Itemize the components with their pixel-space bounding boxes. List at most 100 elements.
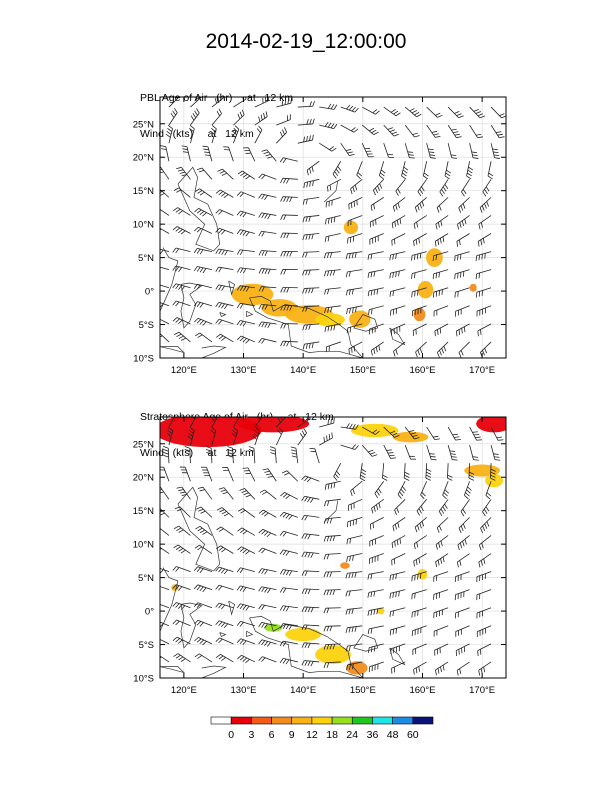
bottom-panel-wind-barb-staff-95 <box>480 517 492 529</box>
top-panel-wind-barb-flag-211-0 <box>215 333 221 338</box>
top-panel-wind-barb-flag-97-2 <box>178 210 184 215</box>
bottom-panel-wind-barb-flag-138-0 <box>367 574 370 580</box>
top-panel-wind-barb-flag-136-0 <box>323 252 327 259</box>
top-panel-wind-barb-flag-5-1 <box>287 98 290 105</box>
bottom-panel-wind-barb-staff-127 <box>478 553 492 563</box>
top-panel-shaded-region-3 <box>315 313 345 327</box>
top-panel-wind-barb-flag-91-1 <box>395 204 398 210</box>
top-panel-wind-barb-123 <box>391 233 406 246</box>
top-panel-wind-barb-flag-20-3 <box>258 116 261 122</box>
bottom-panel-wind-barb-staff-22 <box>297 432 307 446</box>
top-panel-wind-barb-staff-217 <box>348 341 363 350</box>
bottom-panel-wind-barb-staff-79 <box>482 499 492 512</box>
bottom-panel-wind-barb-staff-72 <box>325 498 341 502</box>
top-panel-wind-barb-flag-26-2 <box>389 129 395 133</box>
top-panel-wind-barb-flag-61-0 <box>444 175 450 180</box>
top-panel-wind-barb-flag-200-2 <box>330 325 333 331</box>
top-panel-wind-barb-56 <box>332 161 342 179</box>
top-panel-wind-barb-flag-214-1 <box>283 341 287 347</box>
bottom-panel-wind-barb-flag-115-2 <box>221 548 226 553</box>
top-panel-wind-barb-flag-139-1 <box>392 254 394 260</box>
bottom-panel-wind-barb-flag-130-0 <box>193 566 199 572</box>
top-panel-wind-barb-staff-189 <box>433 305 449 312</box>
top-panel-wind-barb-flag-109-1 <box>437 222 440 228</box>
top-panel-wind-barb-flag-57-1 <box>357 172 363 177</box>
bottom-panel-wind-barb-flag-149-3 <box>267 588 271 594</box>
bottom-panel-wind-barb-flag-215-1 <box>304 660 308 666</box>
bottom-panel-wind-barb-flag-135-1 <box>304 570 308 577</box>
bottom-panel-wind-barb-flag-149-2 <box>264 587 268 593</box>
top-panel-wind-barb-staff-214 <box>282 340 298 343</box>
bottom-panel-wind-barb-flag-67-1 <box>220 489 226 492</box>
bottom-panel-wind-barb-flag-22-2 <box>299 433 304 439</box>
top-panel-wind-barb-flag-92-1 <box>417 205 420 211</box>
top-panel-wind-barb-staff-127 <box>478 233 492 242</box>
top-panel-wind-barb-flag-48-0 <box>160 145 166 147</box>
bottom-panel-wind-barb-flag-14-2 <box>473 434 480 436</box>
top-panel-shaded-region-5 <box>343 220 359 235</box>
top-panel-wind-barb-staff-160 <box>160 284 170 289</box>
top-panel-wind-barb-staff-177 <box>176 300 191 307</box>
bottom-panel-wind-barb-flag-200-0 <box>323 644 327 650</box>
top-panel-wind-barb-213 <box>258 337 277 344</box>
top-panel-wind-barb-53 <box>261 149 277 162</box>
top-panel-wind-barb-flag-139-2 <box>395 253 397 260</box>
bottom-panel-wind-barb-staff-56 <box>326 480 341 485</box>
top-panel-wind-barb-flag-100-2 <box>242 212 247 218</box>
top-panel-wind-barb-staff-209 <box>178 331 191 343</box>
colorbar-swatch-6 <box>331 716 353 725</box>
bottom-panel-wind-barb-staff-15 <box>490 426 499 441</box>
top-panel-wind-barb-flag-27-0 <box>414 135 420 138</box>
top-panel-y-tick-label-0: 25°N <box>133 119 154 130</box>
bottom-panel-wind-barb-flag-210-0 <box>194 653 200 658</box>
top-panel-wind-barb-flag-158-3 <box>462 271 465 277</box>
bottom-panel-wind-barb-97 <box>173 525 191 536</box>
top-panel-wind-barb-staff-15 <box>490 106 502 119</box>
top-panel-wind-barb-flag-67-0 <box>217 168 223 172</box>
bottom-panel-wind-barb-flag-193-0 <box>172 636 178 642</box>
top-panel-wind-barb-flag-20-2 <box>260 114 263 121</box>
top-panel-wind-barb-flag-6-0 <box>312 101 315 107</box>
top-panel-wind-barb-177 <box>172 300 191 307</box>
bottom-panel-wind-barb-83 <box>217 507 234 518</box>
bottom-panel-wind-barb-3 <box>233 417 240 428</box>
bottom-panel-wind-barb-staff-174 <box>455 607 470 614</box>
bottom-panel-wind-barb-flag-163-1 <box>218 603 223 609</box>
bottom-panel-wind-barb-flag-59-1 <box>399 491 404 497</box>
top-panel-wind-barb-staff-11 <box>404 106 417 118</box>
bottom-panel-wind-barb-flag-119-2 <box>307 552 311 558</box>
top-panel-wind-barb-93 <box>436 197 449 213</box>
bottom-panel-wind-barb-flag-25-0 <box>371 454 378 457</box>
top-panel-wind-barb-staff-113 <box>176 226 191 234</box>
bottom-panel-wind-barb-flag-46-2 <box>469 471 475 475</box>
bottom-panel-wind-barb-flag-32-2 <box>163 452 169 455</box>
top-panel-wind-barb-flag-14-1 <box>477 113 484 117</box>
top-panel-wind-barb-flag-137-2 <box>351 252 354 259</box>
top-panel-wind-barb-staff-19 <box>233 114 245 126</box>
bottom-panel-wind-barb-flag-99-0 <box>216 526 222 531</box>
top-panel-wind-barb-flag-11-1 <box>414 111 420 116</box>
bottom-panel-wind-barb-212 <box>237 654 256 664</box>
colorbar-swatch-8 <box>372 716 393 725</box>
bottom-panel-wind-barb-staff-164 <box>240 603 255 609</box>
bottom-panel-wind-barb-flag-180-1 <box>239 622 244 627</box>
top-panel-wind-barb-flag-107-3 <box>399 218 402 224</box>
bottom-panel-wind-barb-flag-209-3 <box>180 658 186 662</box>
bottom-panel-wind-barb-flag-44-2 <box>426 471 432 475</box>
top-panel-wind-barb-120 <box>324 233 341 242</box>
top-panel-wind-barb-staff-67 <box>222 168 234 180</box>
bottom-panel-wind-barb-staff-13 <box>447 426 456 441</box>
top-panel-wind-barb-35 <box>231 125 240 144</box>
bottom-panel-wind-barb-flag-74-0 <box>371 508 374 514</box>
top-panel-wind-barb-flag-167-2 <box>308 288 311 294</box>
bottom-panel-wind-barb-flag-85-2 <box>264 512 269 517</box>
bottom-panel-wind-barb-flag-178-0 <box>193 619 199 625</box>
top-panel-wind-barb-151 <box>302 269 320 276</box>
top-panel-wind-barb-flag-110-3 <box>464 218 467 225</box>
bottom-panel-wind-barb-flag-43-1 <box>404 474 410 478</box>
bottom-panel-wind-barb-63 <box>485 481 492 500</box>
top-panel-wind-barb-flag-53-2 <box>265 153 271 157</box>
top-panel-wind-barb-31 <box>490 124 505 139</box>
top-panel-wind-barb-staff-133 <box>261 250 277 252</box>
bottom-panel-wind-barb-flag-14-3 <box>472 431 478 433</box>
